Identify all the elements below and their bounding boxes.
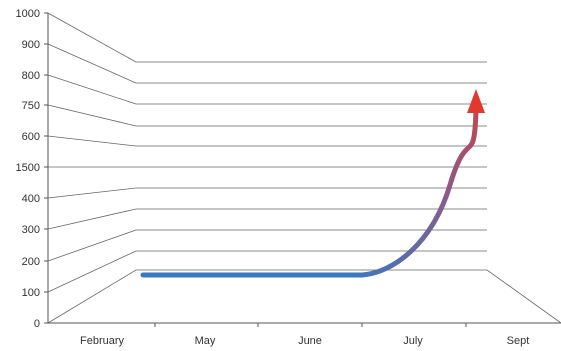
gridline-1 bbox=[47, 250, 487, 293]
x-tick-label: February bbox=[80, 335, 125, 347]
y-tick-label: 100 bbox=[22, 287, 40, 299]
x-tick-label: Sept bbox=[507, 335, 530, 347]
y-tick-label: 750 bbox=[22, 100, 40, 112]
gridline-4 bbox=[47, 187, 487, 199]
x-tick-labels: February May June July Sept bbox=[80, 335, 529, 347]
y-tick-label: 300 bbox=[22, 224, 40, 236]
y-tick-label: 1500 bbox=[16, 162, 40, 174]
gridline-7 bbox=[47, 104, 487, 127]
gridline-6 bbox=[47, 135, 487, 147]
y-tick-labels: 0 100 200 300 400 1500 600 750 800 900 1000 bbox=[16, 8, 40, 330]
y-tick-label: 900 bbox=[22, 39, 40, 51]
arrow-head-icon bbox=[467, 89, 485, 113]
gridline-9 bbox=[47, 43, 487, 84]
gridline-8 bbox=[47, 74, 487, 105]
x-tick-label: May bbox=[195, 335, 216, 347]
x-tick-label: July bbox=[403, 335, 423, 347]
y-tick-label: 0 bbox=[34, 318, 40, 330]
gridline-10 bbox=[47, 12, 487, 63]
y-tick-label: 1000 bbox=[16, 8, 40, 20]
y-tick-label: 200 bbox=[22, 256, 40, 268]
series-rising-curve bbox=[359, 108, 479, 278]
grid-layer bbox=[44, 12, 561, 327]
gridline-0 bbox=[47, 269, 561, 324]
series-layer bbox=[140, 89, 485, 278]
x-tick-label: June bbox=[298, 335, 322, 347]
y-tick-label: 400 bbox=[22, 193, 40, 205]
gridline-3 bbox=[47, 208, 487, 230]
y-tick-label: 800 bbox=[22, 70, 40, 82]
y-tick-label: 600 bbox=[22, 131, 40, 143]
gridline-2 bbox=[47, 229, 487, 262]
